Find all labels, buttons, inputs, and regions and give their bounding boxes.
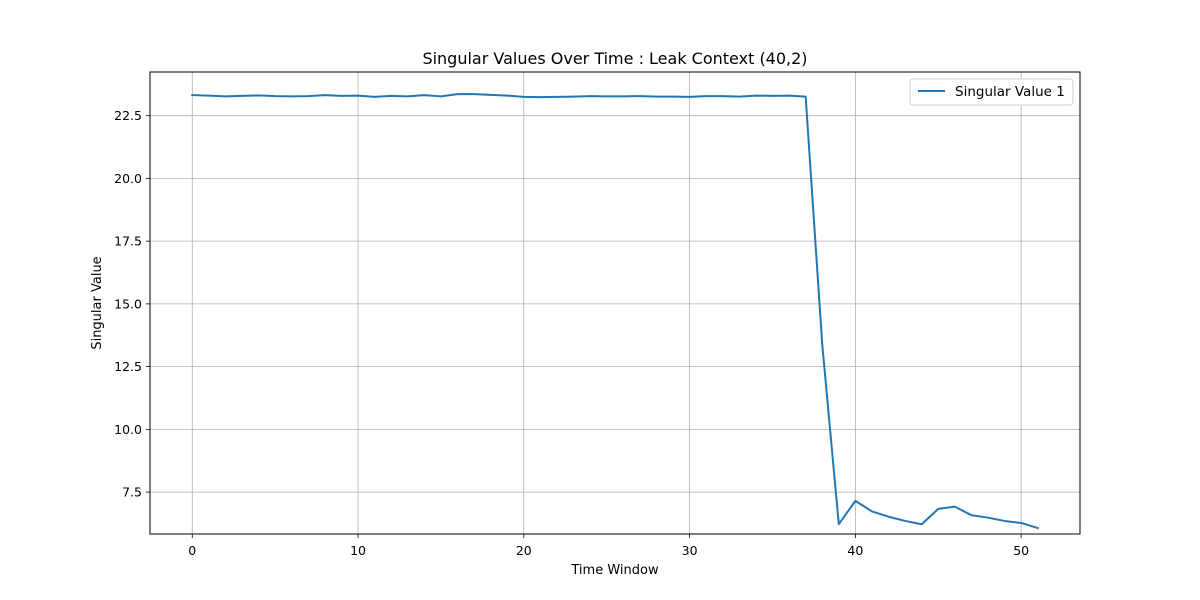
legend: Singular Value 1	[909, 78, 1074, 106]
x-tick-label: 50	[1013, 543, 1029, 558]
series-line-1	[191, 93, 1039, 530]
y-tick-label: 22.5	[114, 108, 142, 123]
y-axis-label: Singular Value	[90, 256, 105, 349]
y-tick-label: 7.5	[122, 485, 142, 500]
chart-title: Singular Values Over Time : Leak Context…	[422, 49, 807, 68]
y-tick-label: 20.0	[114, 171, 142, 186]
y-tick-label: 17.5	[114, 234, 142, 249]
x-axis-label: Time Window	[570, 563, 659, 578]
legend-label: Singular Value 1	[955, 84, 1065, 100]
x-tick-label: 40	[847, 543, 863, 558]
axis-ticks: 0 10 20 30 40 50 7.5 10.0 12.5 15.0 17.5 20.0 22.5	[114, 108, 1029, 558]
y-tick-label: 10.0	[114, 422, 142, 437]
x-tick-label: 0	[188, 543, 196, 558]
legend-box	[909, 78, 1074, 106]
x-tick-label: 30	[682, 543, 698, 558]
series-layer	[191, 93, 1039, 530]
y-tick-label: 15.0	[114, 296, 142, 311]
x-tick-label: 20	[516, 543, 532, 558]
x-tick-label: 10	[350, 543, 366, 558]
grid	[150, 72, 1080, 534]
y-tick-label: 12.5	[114, 359, 142, 374]
plot-frame	[149, 71, 1081, 535]
